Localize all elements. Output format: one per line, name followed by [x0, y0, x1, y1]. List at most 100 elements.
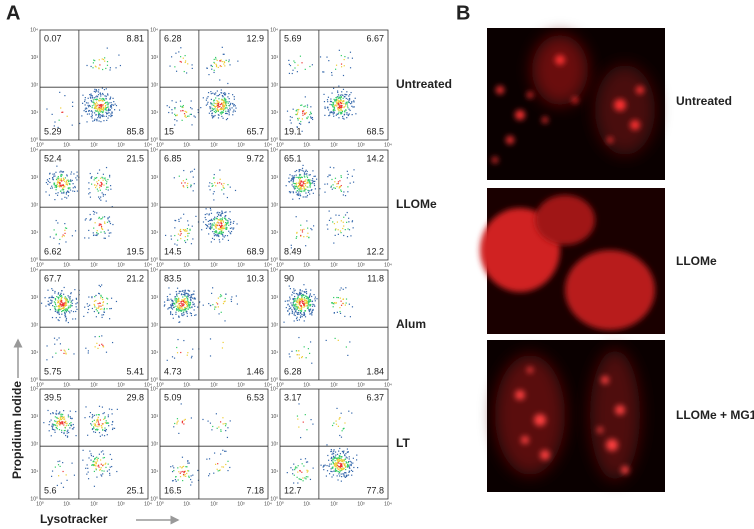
event-dot	[344, 316, 345, 317]
event-dot	[96, 105, 97, 106]
event-dot	[305, 458, 306, 459]
event-dot	[305, 174, 306, 175]
event-dot	[66, 182, 67, 183]
event-dot	[105, 180, 106, 181]
event-dot	[335, 303, 336, 304]
event-dot	[306, 236, 307, 237]
quadrant-value: 39.5	[44, 392, 62, 402]
event-dot	[220, 294, 221, 295]
event-dot	[343, 474, 344, 475]
y-tick-label: 10⁴	[270, 27, 278, 33]
event-dot	[178, 304, 179, 305]
quadrant-value: 6.67	[366, 33, 384, 43]
event-dot	[342, 430, 343, 431]
event-dot	[221, 111, 222, 112]
event-dot	[334, 99, 335, 100]
event-dot	[299, 189, 300, 190]
event-dot	[91, 101, 92, 102]
event-dot	[312, 119, 313, 120]
event-dot	[348, 218, 349, 219]
event-dot	[104, 89, 105, 90]
event-dot	[344, 476, 345, 477]
y-tick-label: 10⁴	[150, 27, 158, 33]
event-dot	[209, 458, 210, 459]
event-dot	[93, 62, 94, 63]
event-dot	[106, 181, 107, 182]
event-dot	[215, 58, 216, 59]
event-dot	[339, 417, 340, 418]
event-dot	[65, 298, 66, 299]
event-dot	[224, 225, 225, 226]
event-dot	[344, 472, 345, 473]
event-dot	[346, 475, 347, 476]
event-dot	[305, 69, 306, 70]
event-dot	[338, 234, 339, 235]
event-dot	[72, 235, 73, 236]
event-dot	[97, 103, 98, 104]
event-dot	[308, 180, 309, 181]
event-dot	[345, 214, 346, 215]
event-dot	[103, 108, 104, 109]
event-dot	[340, 189, 341, 190]
event-dot	[180, 218, 181, 219]
event-dot	[308, 301, 309, 302]
event-dot	[347, 465, 348, 466]
event-dot	[98, 233, 99, 234]
event-dot	[310, 106, 311, 107]
event-dot	[117, 409, 118, 410]
event-dot	[302, 290, 303, 291]
event-dot	[337, 108, 338, 109]
y-tick-label: 10⁴	[270, 267, 278, 273]
event-dot	[50, 309, 51, 310]
event-dot	[182, 457, 183, 458]
event-dot	[93, 232, 94, 233]
event-dot	[101, 427, 102, 428]
event-dot	[337, 475, 338, 476]
event-dot	[84, 101, 85, 102]
event-dot	[218, 236, 219, 237]
event-dot	[347, 177, 348, 178]
event-dot	[222, 103, 223, 104]
event-dot	[230, 103, 231, 104]
event-dot	[187, 187, 188, 188]
event-dot	[288, 178, 289, 179]
event-dot	[178, 299, 179, 300]
event-dot	[55, 299, 56, 300]
event-dot	[175, 476, 176, 477]
quadrant-value: 15	[164, 126, 174, 136]
x-tick-label: 10³	[357, 262, 365, 268]
event-dot	[339, 448, 340, 449]
event-dot	[334, 105, 335, 106]
event-dot	[96, 102, 97, 103]
event-dot	[310, 113, 311, 114]
event-dot	[51, 300, 52, 301]
event-dot	[226, 101, 227, 102]
event-dot	[90, 106, 91, 107]
event-dot	[223, 193, 224, 194]
event-dot	[331, 460, 332, 461]
event-dot	[316, 298, 317, 299]
event-dot	[341, 459, 342, 460]
event-dot	[205, 214, 206, 215]
event-dot	[67, 116, 68, 117]
event-dot	[97, 234, 98, 235]
event-dot	[170, 314, 171, 315]
y-tick-label: 10²	[31, 441, 39, 447]
event-dot	[210, 107, 211, 108]
event-dot	[332, 302, 333, 303]
event-dot	[59, 421, 60, 422]
event-dot	[301, 298, 302, 299]
event-dot	[177, 420, 178, 421]
event-dot	[109, 216, 110, 217]
event-dot	[66, 197, 67, 198]
event-dot	[72, 106, 73, 107]
flow-plot: 9011.86.281.8410⁰10⁰10¹10¹10²10²10³10³10…	[270, 267, 392, 388]
event-dot	[190, 484, 191, 485]
event-dot	[68, 349, 69, 350]
event-dot	[49, 424, 50, 425]
event-dot	[298, 183, 299, 184]
event-dot	[303, 183, 304, 184]
event-dot	[224, 423, 225, 424]
event-dot	[88, 350, 89, 351]
event-dot	[109, 176, 110, 177]
